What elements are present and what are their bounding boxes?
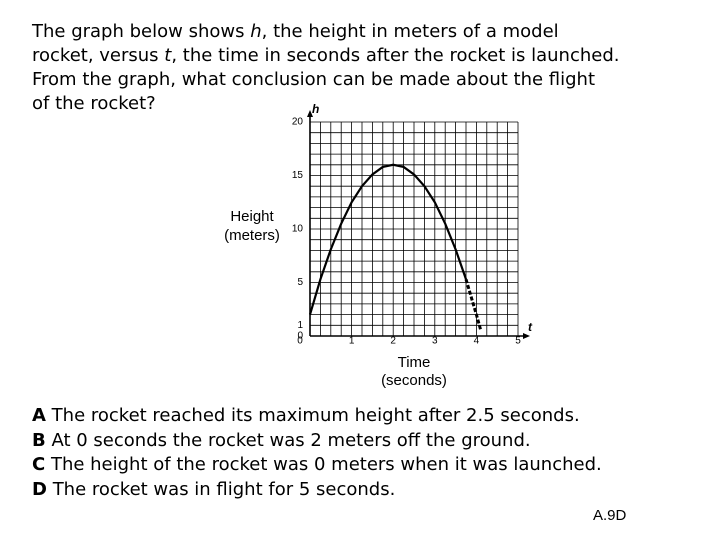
y-tick-label: 0: [297, 331, 303, 342]
choice-letter: B: [32, 429, 46, 451]
question-text: t: [164, 45, 172, 66]
question-text: , the height in meters of a model: [261, 21, 559, 42]
question-text: rocket, versus: [32, 45, 165, 66]
x-tick-label: 0: [297, 336, 303, 347]
choice-letter: D: [32, 478, 47, 500]
y-tick-label: 15: [292, 170, 304, 181]
question-text: h: [250, 21, 262, 42]
question-text: The graph below shows: [32, 21, 251, 42]
choice-letter: A: [32, 405, 46, 426]
question-line: The graph below shows h, the height in m…: [32, 20, 619, 44]
choice-letter: C: [32, 454, 46, 475]
y-tick-label: 1: [297, 320, 303, 331]
choice-text: The rocket was in flight for 5 seconds.: [52, 478, 396, 500]
choice-text: The rocket reached its maximum height af…: [51, 405, 580, 426]
x-tick-label: 4: [474, 336, 480, 347]
y-tick-label: 10: [292, 224, 304, 235]
choice-text: At 0 seconds the rocket was 2 meters off…: [51, 429, 531, 451]
x-axis-arrow: [523, 333, 530, 339]
question-text: of the rocket?: [32, 93, 156, 114]
choices: A The rocket reached its maximum height …: [32, 404, 602, 502]
question: The graph below shows h, the height in m…: [32, 20, 619, 116]
x-axis-label: Time: [398, 354, 431, 371]
y-axis-arrow: [307, 110, 313, 117]
question-line: of the rocket?: [32, 92, 619, 116]
dashed-curve: [464, 278, 483, 330]
standard-code: A.9D: [593, 507, 627, 524]
y-tick-label: 20: [292, 117, 304, 128]
choice: D The rocket was in flight for 5 seconds…: [32, 478, 602, 503]
y-axis-label: (meters): [224, 227, 280, 244]
x-tick-label: 5: [515, 336, 521, 347]
x-tick-label: 1: [349, 336, 355, 347]
question-line: rocket, versus t, the time in seconds af…: [32, 44, 619, 68]
question-line: From the graph, what conclusion can be m…: [32, 68, 619, 92]
y-axis-label: Height: [230, 208, 274, 225]
question-text: , the time in seconds after the rocket i…: [171, 45, 620, 66]
curve: [308, 163, 468, 315]
choice: B At 0 seconds the rocket was 2 meters o…: [32, 429, 602, 454]
choice: A The rocket reached its maximum height …: [32, 404, 602, 429]
y-symbol: h: [312, 102, 319, 116]
x-symbol: t: [528, 320, 533, 334]
y-tick-label: 5: [297, 277, 303, 288]
choice-text: The height of the rocket was 0 meters wh…: [50, 454, 602, 475]
x-axis-label: (seconds): [381, 372, 447, 389]
choice: C The height of the rocket was 0 meters …: [32, 453, 602, 478]
x-tick-label: 2: [390, 336, 396, 347]
question-text: From the graph, what conclusion can be m…: [32, 69, 596, 90]
x-tick-label: 3: [432, 336, 438, 347]
